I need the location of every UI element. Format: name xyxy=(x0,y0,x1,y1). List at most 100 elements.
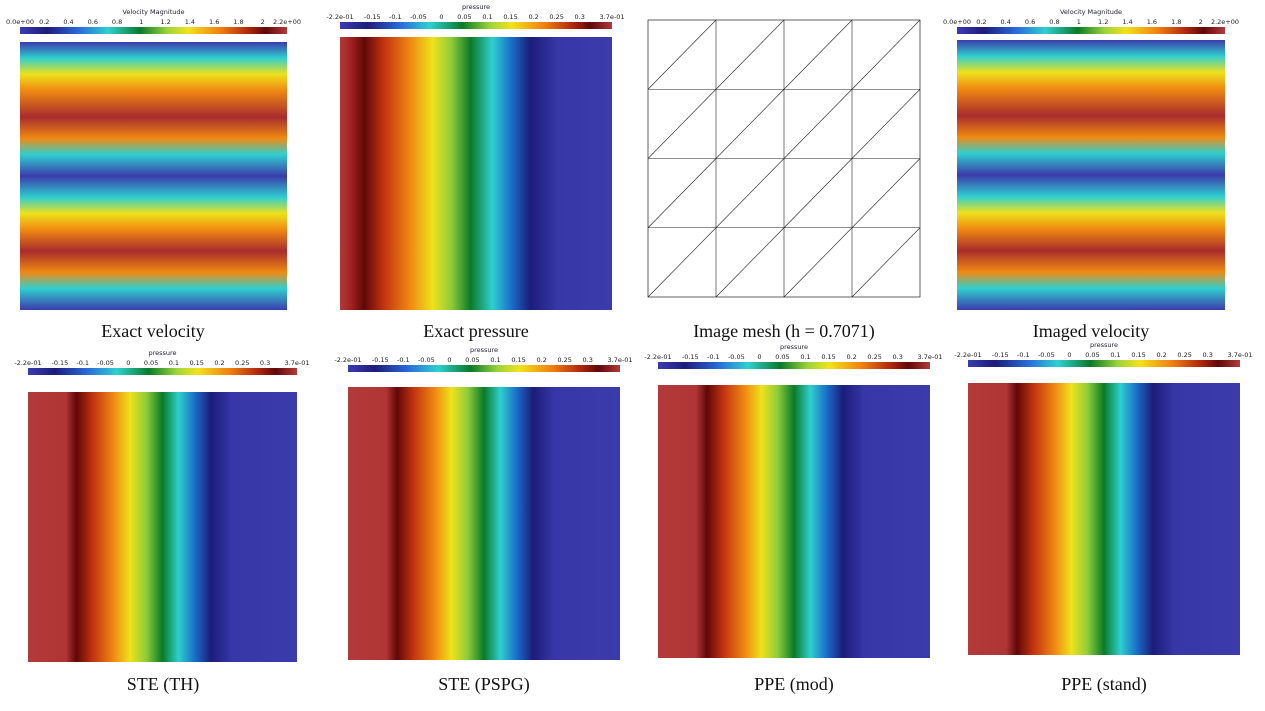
colorbar-tick-label: 0.1 xyxy=(1110,351,1120,359)
colorbar-tick-label: 0.2 xyxy=(976,18,986,26)
colorbar-tick-label: 1.2 xyxy=(1098,18,1108,26)
colorbar-title: Velocity Magnitude xyxy=(122,8,184,16)
colorbar-tick-label: 0.05 xyxy=(457,13,471,21)
colorbar-tick-label: 0.25 xyxy=(549,13,563,21)
mesh-edge xyxy=(715,89,785,159)
colorbar-tick-label: 0.1 xyxy=(482,13,492,21)
mesh-edge xyxy=(851,19,921,90)
colorbar-tick-label: 0 xyxy=(439,13,443,21)
caption: PPE (stand) xyxy=(1061,674,1147,695)
caption: Exact pressure xyxy=(423,321,528,341)
colorbar-tick-label: -0.1 xyxy=(76,359,89,367)
colorbar-tick-label: 2 xyxy=(261,18,265,26)
colorbar xyxy=(957,27,1225,34)
mesh-edge xyxy=(715,227,785,298)
colorbar-tick-label: -0.05 xyxy=(1038,351,1055,359)
colorbar-tick-label: -2.2e-01 xyxy=(326,13,353,21)
colorbar-tick-label: 0.05 xyxy=(144,359,158,367)
colorbar-tick-label: 1 xyxy=(139,18,143,26)
colorbar-tick-label: 3.7e-01 xyxy=(600,13,625,21)
colorbar-tick-label: -0.05 xyxy=(728,353,745,361)
colorbar-tick-label: -0.15 xyxy=(992,351,1009,359)
colorbar-tick-label: 3.7e-01 xyxy=(1228,351,1253,359)
colorbar xyxy=(28,368,297,375)
colorbar-tick-label: 3.7e-01 xyxy=(285,359,310,367)
colorbar-tick-label: 0.3 xyxy=(1203,351,1213,359)
colorbar-tick-label: 0.05 xyxy=(465,356,479,364)
colorbar-tick-label: 1.8 xyxy=(1171,18,1181,26)
colorbar-tick-label: 0.6 xyxy=(88,18,98,26)
mesh-edge xyxy=(647,19,717,90)
colorbar-tick-label: -0.15 xyxy=(52,359,69,367)
colorbar-tick-label: 0.15 xyxy=(821,353,835,361)
colorbar-title: pressure xyxy=(1090,341,1118,349)
colorbar-tick-label: 1.8 xyxy=(233,18,243,26)
colorbar xyxy=(968,360,1240,367)
colorbar-tick-label: -0.15 xyxy=(682,353,699,361)
colorbar xyxy=(20,27,287,34)
mesh-edge xyxy=(647,89,717,159)
caption: STE (PSPG) xyxy=(438,674,530,695)
colorbar-tick-label: 0.05 xyxy=(1085,351,1099,359)
caption: Imaged velocity xyxy=(1033,321,1149,341)
colorbar-tick-label: 0.2 xyxy=(214,359,224,367)
colorbar-tick-label: 0.8 xyxy=(112,18,122,26)
colorbar-tick-label: 3.7e-01 xyxy=(608,356,633,364)
colorbar-tick-label: 0.4 xyxy=(1001,18,1011,26)
colorbar-tick-label: -2.2e-01 xyxy=(334,356,361,364)
colorbar-title: pressure xyxy=(462,3,490,11)
colorbar-tick-label: 0.3 xyxy=(893,353,903,361)
colorbar-tick-label: 0.1 xyxy=(169,359,179,367)
caption: Exact velocity xyxy=(101,321,204,341)
colorbar-tick-label: -0.15 xyxy=(372,356,389,364)
field-image xyxy=(658,385,930,658)
colorbar xyxy=(340,22,612,29)
colorbar xyxy=(658,362,930,369)
colorbar xyxy=(348,365,620,372)
colorbar-tick-label: 2.2e+00 xyxy=(273,18,301,26)
colorbar-title: pressure xyxy=(148,349,176,357)
colorbar-tick-label: -0.05 xyxy=(97,359,114,367)
colorbar-tick-label: 0.1 xyxy=(800,353,810,361)
mesh-edge xyxy=(647,227,717,298)
colorbar-title: pressure xyxy=(470,346,498,354)
colorbar-tick-label: 0.25 xyxy=(867,353,881,361)
mesh-edge xyxy=(647,158,717,228)
mesh-edge xyxy=(783,158,853,228)
colorbar-tick-label: 0.15 xyxy=(503,13,517,21)
field-image xyxy=(340,37,612,310)
colorbar-tick-label: -0.05 xyxy=(410,13,427,21)
colorbar-tick-label: 1 xyxy=(1077,18,1081,26)
colorbar-tick-label: 0.4 xyxy=(63,18,73,26)
mesh-edge xyxy=(851,227,921,298)
mesh-edge xyxy=(783,19,853,90)
caption: Image mesh (h = 0.7071) xyxy=(693,321,875,342)
colorbar-tick-label: 0.15 xyxy=(189,359,203,367)
field-image xyxy=(28,392,297,662)
colorbar-tick-label: 0 xyxy=(757,353,761,361)
colorbar-tick-label: 0.2 xyxy=(1156,351,1166,359)
field-image xyxy=(20,42,287,310)
colorbar-tick-label: -2.2e-01 xyxy=(644,353,671,361)
field-image xyxy=(968,383,1240,655)
colorbar-title: Velocity Magnitude xyxy=(1060,8,1122,16)
colorbar-tick-label: 0.0e+00 xyxy=(6,18,34,26)
colorbar-tick-label: 0.25 xyxy=(557,356,571,364)
colorbar-tick-label: 0.2 xyxy=(846,353,856,361)
colorbar-tick-label: 1.6 xyxy=(1147,18,1157,26)
field-image xyxy=(348,387,620,660)
colorbar-tick-label: 0.25 xyxy=(235,359,249,367)
colorbar-tick-label: 0.3 xyxy=(583,356,593,364)
colorbar-tick-label: -0.05 xyxy=(418,356,435,364)
colorbar-tick-label: -2.2e-01 xyxy=(954,351,981,359)
colorbar-title: pressure xyxy=(780,343,808,351)
mesh-edge xyxy=(851,158,921,228)
colorbar-tick-label: 0 xyxy=(447,356,451,364)
mesh-edge xyxy=(851,89,921,159)
colorbar-tick-label: -0.1 xyxy=(389,13,402,21)
caption: STE (TH) xyxy=(127,674,199,695)
colorbar-tick-label: 3.7e-01 xyxy=(918,353,943,361)
colorbar-tick-label: 0.15 xyxy=(1131,351,1145,359)
colorbar-tick-label: -0.1 xyxy=(707,353,720,361)
